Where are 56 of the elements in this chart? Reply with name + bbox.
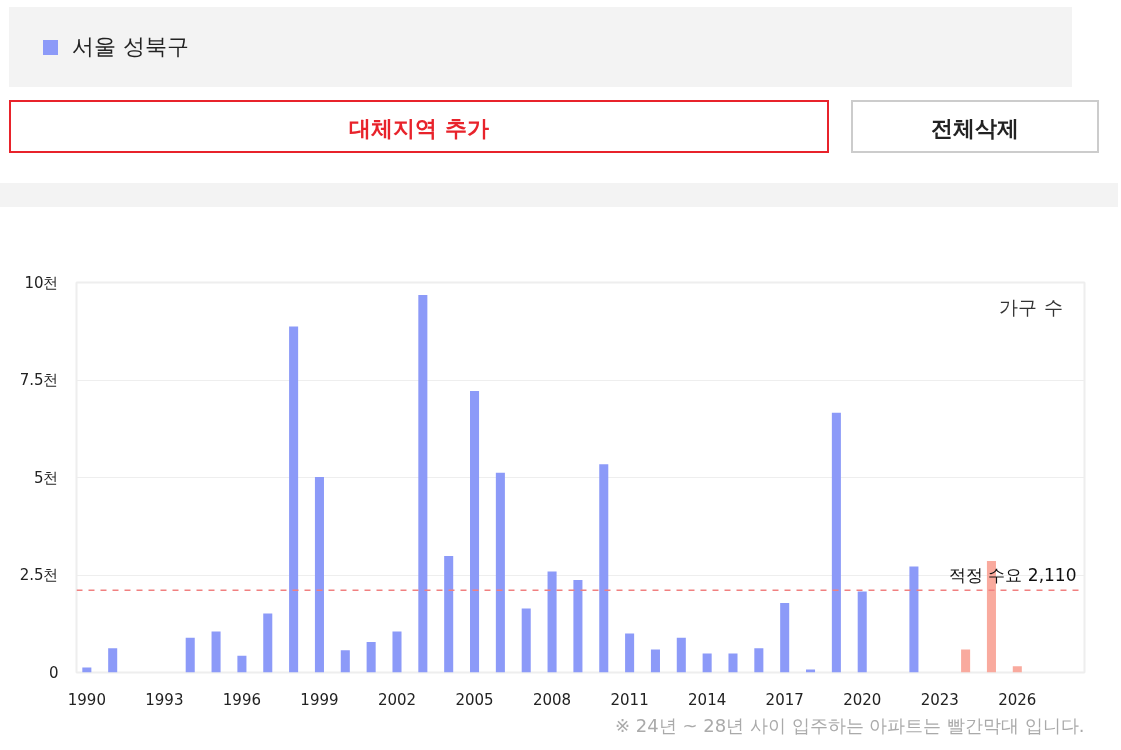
text: 전체삭제 xyxy=(851,100,1099,153)
text: ※ 24년 ~ 28년 사이 입주하는 아파트는 빨간막대 입니다. xyxy=(615,714,1085,736)
bar xyxy=(237,655,247,673)
bar xyxy=(909,566,919,673)
y-tick-label: 2.5천 xyxy=(19,566,59,584)
x-tick-label: 2023 xyxy=(920,690,959,709)
x-tick-label: 2014 xyxy=(688,690,727,709)
bar xyxy=(573,580,583,673)
x-tick-label: 2026 xyxy=(998,690,1037,709)
bar xyxy=(495,472,505,673)
bar xyxy=(185,637,195,673)
x-tick-label: 1993 xyxy=(145,690,184,709)
bar xyxy=(831,412,841,673)
bar xyxy=(780,603,790,673)
ref-line-label: 적정 수요 2,110 xyxy=(949,565,1077,586)
bar xyxy=(754,648,764,673)
bar xyxy=(392,631,402,673)
bar xyxy=(82,667,92,673)
bar xyxy=(470,390,480,673)
bar xyxy=(521,608,531,673)
bar xyxy=(340,650,350,673)
bar xyxy=(289,326,299,673)
text: 대체지역 추가 xyxy=(9,100,829,153)
bar xyxy=(650,649,660,673)
x-tick-label: 1999 xyxy=(300,690,339,709)
bar xyxy=(263,613,273,673)
bar xyxy=(547,571,557,673)
legend-label: 서울 성북구 xyxy=(72,34,189,59)
x-tick-label: 2017 xyxy=(765,690,804,709)
bar xyxy=(211,631,221,673)
bar xyxy=(702,653,712,673)
bar xyxy=(108,648,118,673)
bar xyxy=(418,294,428,673)
bar xyxy=(444,555,454,673)
bar xyxy=(366,642,376,673)
x-tick-label: 2011 xyxy=(610,690,649,709)
bar xyxy=(728,653,738,673)
x-tick-label: 1996 xyxy=(222,690,262,709)
y-axis-title: 가구 수 xyxy=(999,295,1063,318)
y-tick-label: 7.5천 xyxy=(19,371,59,389)
x-tick-label: 2008 xyxy=(532,690,572,709)
bar xyxy=(625,633,635,673)
y-tick-label: 0 xyxy=(48,663,59,682)
bar xyxy=(857,591,867,673)
bar xyxy=(314,477,324,673)
x-tick-label: 2002 xyxy=(377,690,417,709)
y-tick-label: 10천 xyxy=(24,273,59,292)
bar xyxy=(961,649,971,673)
bar xyxy=(676,637,686,673)
x-tick-label: 2005 xyxy=(455,690,494,709)
bar xyxy=(806,669,816,673)
bar xyxy=(599,464,609,673)
x-tick-label: 2020 xyxy=(843,690,882,709)
y-tick-label: 5천 xyxy=(33,468,59,487)
bar xyxy=(1012,666,1022,673)
x-tick-label: 1990 xyxy=(67,690,106,709)
